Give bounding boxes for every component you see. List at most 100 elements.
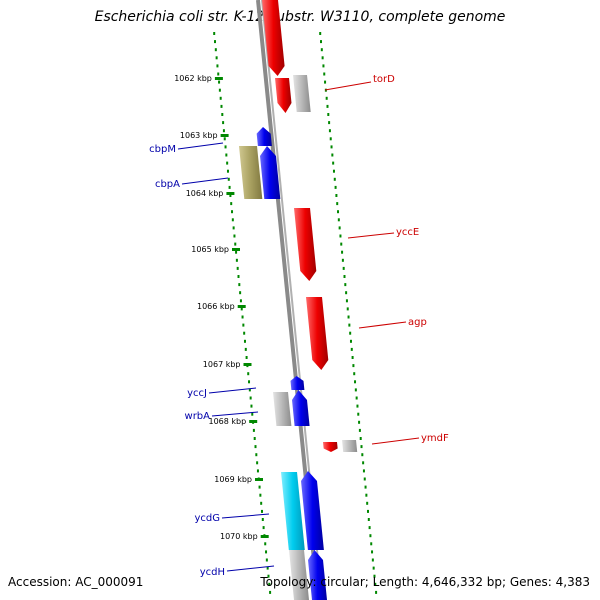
leader-line-ycdG <box>221 513 270 519</box>
minor-tick <box>319 32 322 35</box>
minor-tick <box>235 258 238 262</box>
minor-tick <box>363 477 366 481</box>
minor-tick <box>245 356 248 359</box>
genome-summary-text: Topology: circular; Length: 4,646,332 bp… <box>260 575 590 589</box>
minor-tick <box>333 177 336 181</box>
minor-tick <box>242 323 245 327</box>
minor-tick <box>359 437 362 440</box>
major-tick <box>260 535 269 538</box>
gene-label-yccE: yccE <box>396 227 419 238</box>
minor-tick <box>230 202 233 206</box>
minor-tick <box>332 161 335 165</box>
minor-tick <box>225 153 228 157</box>
gene-label-yccJ: yccJ <box>187 388 207 399</box>
minor-tick <box>329 137 332 141</box>
minor-tick <box>223 137 226 141</box>
minor-tick <box>256 469 259 473</box>
minor-tick <box>216 64 219 68</box>
minor-tick <box>349 331 352 335</box>
minor-tick <box>356 404 359 408</box>
minor-tick <box>217 72 220 76</box>
minor-tick <box>351 356 354 359</box>
minor-tick <box>375 590 378 594</box>
minor-tick <box>348 323 351 327</box>
minor-tick <box>322 64 325 68</box>
gene-label-ycdG: ycdG <box>194 513 220 524</box>
scale-ticks-inner <box>213 32 272 594</box>
minor-tick <box>345 299 348 303</box>
minor-tick <box>228 185 231 189</box>
minor-tick <box>331 153 334 157</box>
minor-tick <box>355 396 358 400</box>
minor-tick <box>262 526 265 530</box>
minor-tick <box>372 566 375 570</box>
minor-tick <box>240 307 243 311</box>
leader-line-ymdF <box>371 437 420 445</box>
minor-tick <box>213 32 216 35</box>
minor-tick <box>239 299 242 303</box>
minor-tick <box>226 161 229 165</box>
minor-tick <box>218 80 221 84</box>
minor-tick <box>335 194 338 197</box>
minor-tick <box>367 518 370 521</box>
gene-label-ycdH: ycdH <box>200 567 225 578</box>
minor-tick <box>323 72 326 76</box>
minor-tick <box>226 169 229 173</box>
minor-tick <box>341 258 344 262</box>
minor-tick <box>366 501 369 505</box>
minor-tick <box>326 104 329 108</box>
minor-tick <box>343 275 346 278</box>
minor-tick <box>214 40 217 44</box>
gene-label-cbpM: cbpM <box>149 144 176 155</box>
minor-tick <box>266 566 269 570</box>
minor-tick <box>347 315 350 319</box>
minor-tick <box>224 145 227 149</box>
minor-tick <box>259 493 262 497</box>
torD-gene-arrow <box>275 78 292 113</box>
minor-tick <box>244 347 247 351</box>
minor-tick <box>374 582 377 586</box>
gene-label-torD: torD <box>373 74 395 85</box>
scale-label-1064-kbp: 1064 kbp <box>186 189 224 198</box>
minor-tick <box>320 48 323 52</box>
minor-tick <box>325 96 328 100</box>
minor-tick <box>362 461 365 465</box>
minor-tick <box>358 428 361 432</box>
minor-tick <box>354 388 357 392</box>
label-leader-lines <box>177 81 420 572</box>
minor-tick <box>349 339 352 343</box>
minor-tick <box>369 534 372 538</box>
minor-tick <box>260 509 263 513</box>
major-tick <box>226 192 235 195</box>
major-tick <box>220 134 229 137</box>
scale-label-1069-kbp: 1069 kbp <box>214 475 252 484</box>
minor-tick <box>357 412 360 416</box>
minor-tick <box>248 388 251 392</box>
gene-label-wrbA: wrbA <box>185 411 211 422</box>
minor-tick <box>254 445 257 449</box>
minor-tick <box>350 347 353 351</box>
gene-label-cbpA: cbpA <box>155 179 180 190</box>
minor-tick <box>265 558 268 562</box>
minor-tick <box>231 210 234 214</box>
torD-gene-body <box>262 0 285 76</box>
minor-tick <box>366 509 369 513</box>
major-tick <box>243 363 252 366</box>
minor-tick <box>370 542 373 546</box>
minor-tick <box>227 177 230 181</box>
leader-line-ycdH <box>226 565 275 572</box>
minor-tick <box>252 428 255 432</box>
minor-tick <box>234 242 237 246</box>
major-tick <box>255 478 263 481</box>
minor-tick <box>362 469 365 473</box>
leader-line-agp <box>358 321 407 329</box>
minor-tick <box>229 194 232 197</box>
leader-line-yccJ <box>208 387 257 394</box>
scale-label-1066-kbp: 1066 kbp <box>197 302 235 311</box>
minor-tick <box>371 550 374 554</box>
ycdH-grey-gene <box>289 550 309 600</box>
minor-tick <box>243 331 246 335</box>
minor-tick <box>368 526 371 530</box>
ycdG-cyan-gene <box>281 472 305 550</box>
scale-label-1070-kbp: 1070 kbp <box>220 532 258 541</box>
